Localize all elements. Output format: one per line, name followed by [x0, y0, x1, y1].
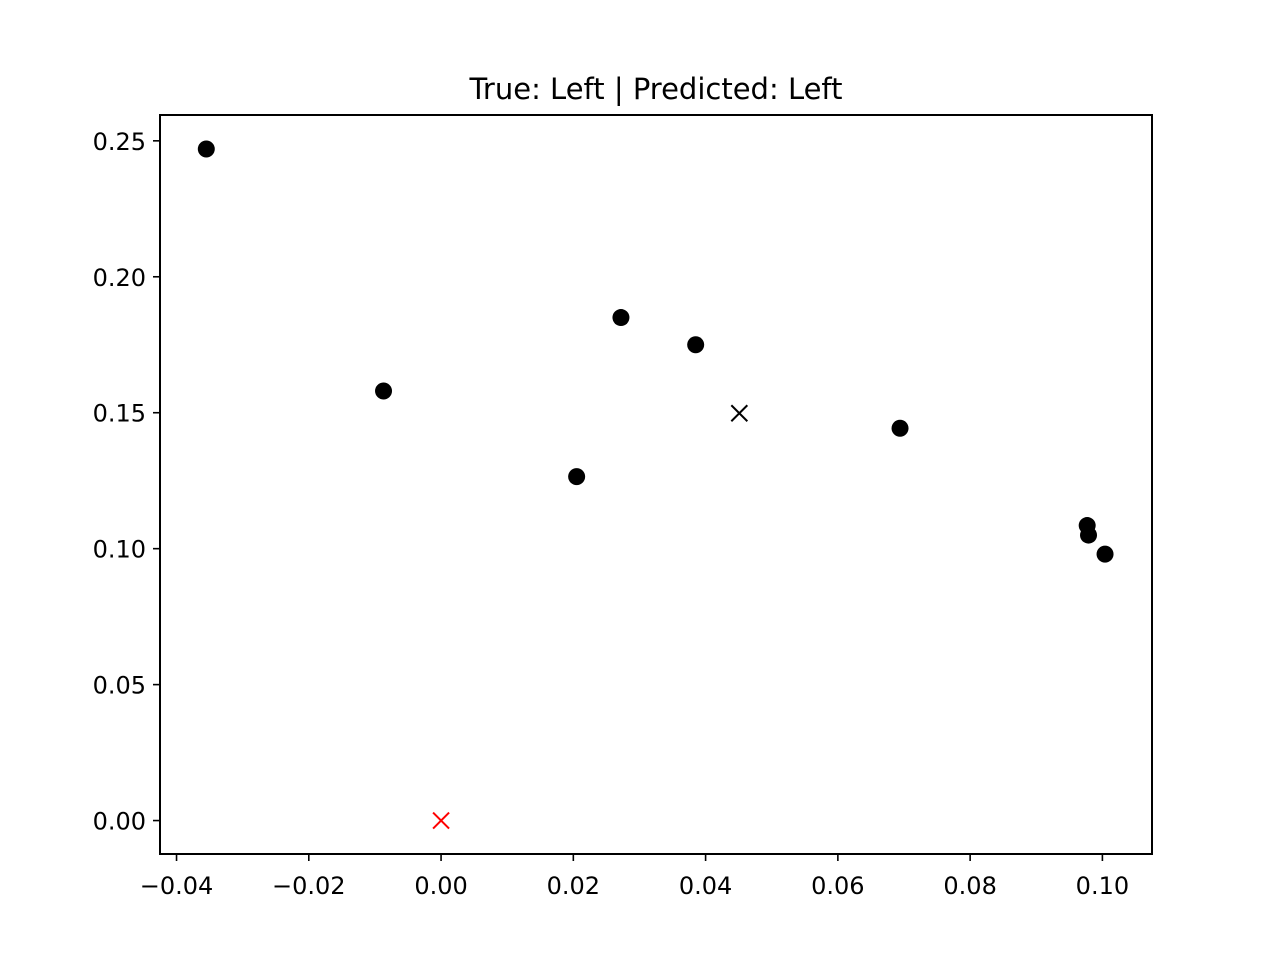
scatter-point: [375, 382, 393, 400]
plot-frame: [159, 114, 1153, 855]
scatter-point: [687, 336, 705, 354]
scatter-point: [197, 140, 215, 158]
x-tick-label: 0.04: [679, 872, 732, 900]
x-axis: −0.04 −0.02 0.00 0.02 0.04 0.06 0.08 0.10: [140, 854, 1129, 900]
x-tick-label: 0.00: [414, 872, 467, 900]
y-tick-label: 0.00: [93, 808, 146, 836]
x-tick-label: 0.02: [547, 872, 600, 900]
x-marker: [432, 811, 450, 830]
scatter-point: [1080, 526, 1098, 544]
scatter-point: [1096, 545, 1114, 563]
x-tick-label: −0.04: [140, 872, 214, 900]
x-tick-label: 0.08: [943, 872, 996, 900]
y-tick-label: 0.05: [93, 672, 146, 700]
plot-markers: [197, 140, 1114, 830]
x-tick-label: −0.02: [272, 872, 346, 900]
y-axis: 0.00 0.05 0.10 0.15 0.20 0.25: [93, 128, 160, 836]
chart-title: True: Left | Predicted: Left: [468, 72, 842, 106]
x-tick-label: 0.10: [1076, 872, 1129, 900]
y-tick-label: 0.15: [93, 400, 146, 428]
y-tick-label: 0.10: [93, 536, 146, 564]
scatter-point: [612, 309, 630, 327]
y-tick-label: 0.25: [93, 128, 146, 156]
scatter-point: [568, 468, 586, 486]
x-tick-label: 0.06: [811, 872, 864, 900]
x-marker: [730, 404, 749, 422]
scatter-point: [891, 419, 909, 437]
y-tick-label: 0.20: [93, 264, 146, 292]
